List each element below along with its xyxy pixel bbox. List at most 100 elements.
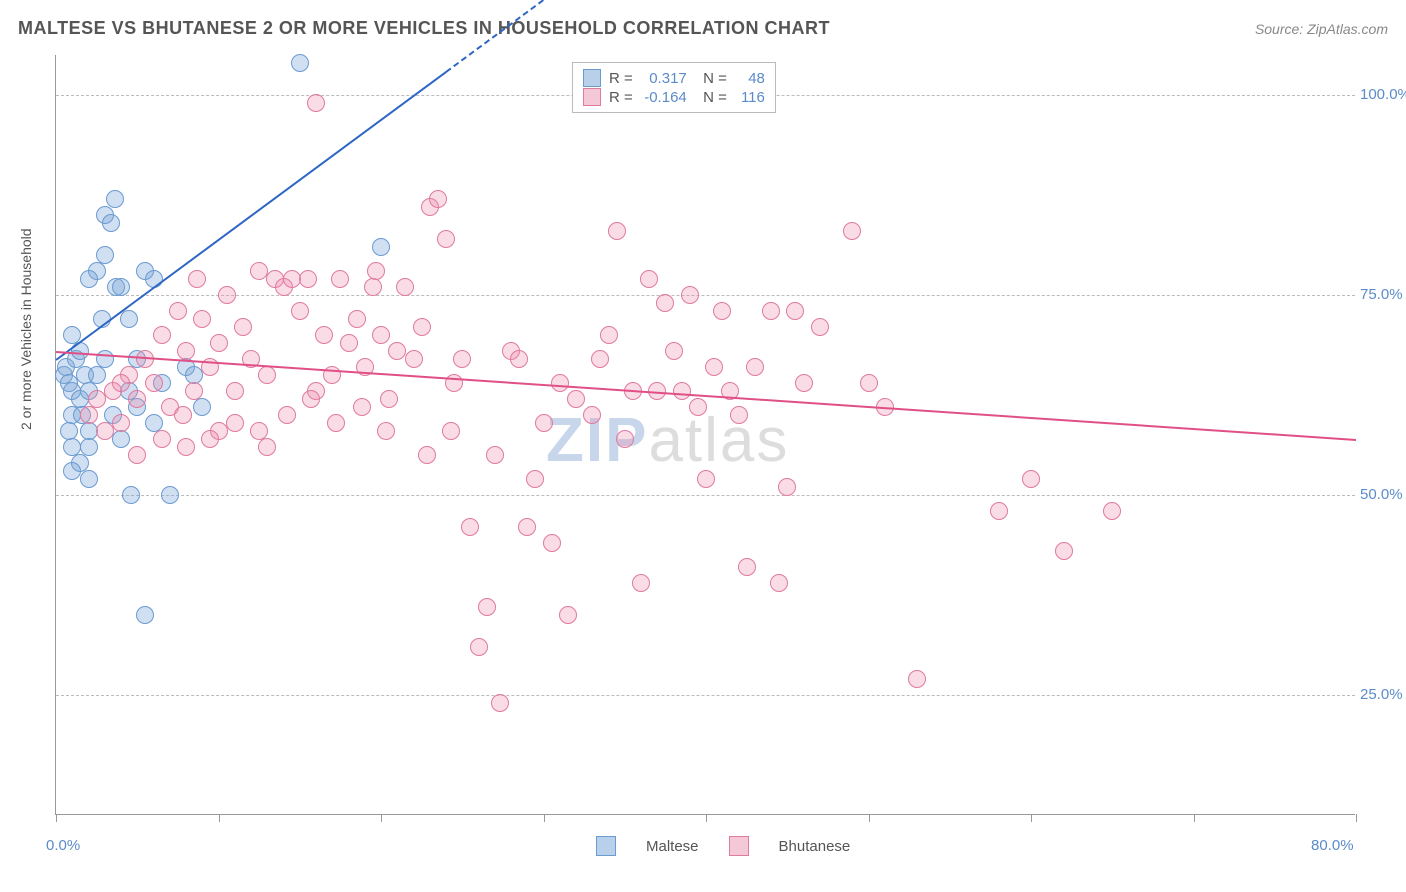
data-point xyxy=(442,422,460,440)
data-point xyxy=(128,446,146,464)
data-point xyxy=(145,374,163,392)
data-point xyxy=(746,358,764,376)
data-point xyxy=(656,294,674,312)
legend-swatch xyxy=(596,836,616,856)
data-point xyxy=(136,606,154,624)
data-point xyxy=(153,430,171,448)
data-point xyxy=(795,374,813,392)
x-tick xyxy=(706,814,707,822)
data-point xyxy=(367,262,385,280)
source-label: Source: ZipAtlas.com xyxy=(1255,21,1388,37)
data-point xyxy=(234,318,252,336)
data-point xyxy=(307,94,325,112)
bottom-legend: MalteseBhutanese xyxy=(596,836,850,856)
data-point xyxy=(770,574,788,592)
data-point xyxy=(413,318,431,336)
scatter-chart: ZIPatlas 25.0%50.0%75.0%100.0%0.0%80.0%R… xyxy=(55,55,1355,815)
data-point xyxy=(128,390,146,408)
data-point xyxy=(673,382,691,400)
data-point xyxy=(88,366,106,384)
data-point xyxy=(161,486,179,504)
stats-legend: R =0.317 N =48R =-0.164 N =116 xyxy=(572,62,776,113)
data-point xyxy=(1055,542,1073,560)
data-point xyxy=(80,470,98,488)
data-point xyxy=(315,326,333,344)
data-point xyxy=(518,518,536,536)
data-point xyxy=(122,486,140,504)
data-point xyxy=(730,406,748,424)
gridline xyxy=(56,695,1355,696)
data-point xyxy=(112,278,130,296)
data-point xyxy=(112,414,130,432)
data-point xyxy=(174,406,192,424)
data-point xyxy=(591,350,609,368)
data-point xyxy=(106,190,124,208)
data-point xyxy=(510,350,528,368)
data-point xyxy=(470,638,488,656)
data-point xyxy=(380,390,398,408)
data-point xyxy=(364,278,382,296)
data-point xyxy=(291,54,309,72)
y-tick-label: 75.0% xyxy=(1360,286,1406,303)
data-point xyxy=(80,406,98,424)
x-tick xyxy=(381,814,382,822)
data-point xyxy=(153,326,171,344)
data-point xyxy=(327,414,345,432)
data-point xyxy=(96,350,114,368)
y-tick-label: 50.0% xyxy=(1360,486,1406,503)
data-point xyxy=(63,462,81,480)
x-tick xyxy=(56,814,57,822)
data-point xyxy=(551,374,569,392)
legend-label: Bhutanese xyxy=(779,838,851,855)
data-point xyxy=(616,430,634,448)
data-point xyxy=(169,302,187,320)
data-point xyxy=(786,302,804,320)
data-point xyxy=(226,414,244,432)
legend-swatch xyxy=(583,88,601,106)
data-point xyxy=(112,374,130,392)
data-point xyxy=(112,430,130,448)
x-tick xyxy=(1356,814,1357,822)
data-point xyxy=(543,534,561,552)
data-point xyxy=(567,390,585,408)
data-point xyxy=(860,374,878,392)
x-tick-label: 0.0% xyxy=(46,837,80,854)
x-tick xyxy=(1031,814,1032,822)
data-point xyxy=(372,326,390,344)
data-point xyxy=(461,518,479,536)
data-point xyxy=(608,222,626,240)
data-point xyxy=(258,438,276,456)
data-point xyxy=(218,286,236,304)
data-point xyxy=(120,310,138,328)
data-point xyxy=(762,302,780,320)
chart-title: MALTESE VS BHUTANESE 2 OR MORE VEHICLES … xyxy=(18,18,830,39)
data-point xyxy=(193,398,211,416)
x-tick-label: 80.0% xyxy=(1311,837,1354,854)
data-point xyxy=(405,350,423,368)
data-point xyxy=(418,446,436,464)
data-point xyxy=(377,422,395,440)
data-point xyxy=(302,390,320,408)
data-point xyxy=(96,422,114,440)
data-point xyxy=(705,358,723,376)
data-point xyxy=(278,406,296,424)
data-point xyxy=(80,270,98,288)
data-point xyxy=(600,326,618,344)
data-point xyxy=(681,286,699,304)
data-point xyxy=(778,478,796,496)
data-point xyxy=(453,350,471,368)
gridline xyxy=(56,295,1355,296)
data-point xyxy=(1022,470,1040,488)
data-point xyxy=(665,342,683,360)
data-point xyxy=(526,470,544,488)
data-point xyxy=(640,270,658,288)
data-point xyxy=(713,302,731,320)
data-point xyxy=(437,230,455,248)
data-point xyxy=(908,670,926,688)
data-point xyxy=(738,558,756,576)
data-point xyxy=(478,598,496,616)
data-point xyxy=(1103,502,1121,520)
data-point xyxy=(258,366,276,384)
data-point xyxy=(491,694,509,712)
data-point xyxy=(102,214,120,232)
